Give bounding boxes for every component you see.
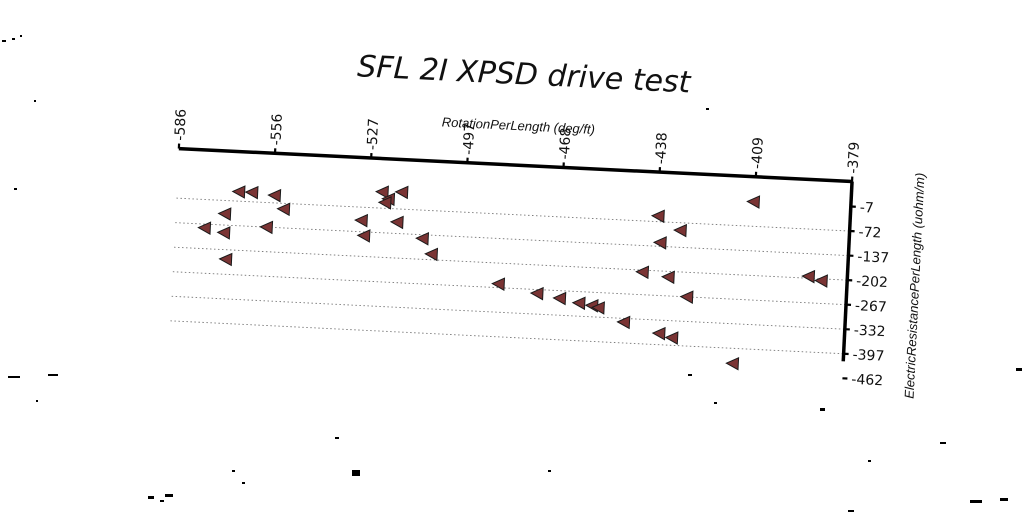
gridline [174, 246, 848, 281]
data-point [389, 215, 404, 230]
y-tick-label: -72 [858, 224, 882, 241]
gridline [176, 197, 850, 232]
data-point [377, 196, 392, 210]
data-point [660, 270, 675, 285]
x-tick-label: -379 [845, 141, 863, 174]
y-axis-label: ElectricResistancePerLength (uohm/m) [902, 172, 928, 399]
gridline [170, 320, 844, 355]
data-point [374, 185, 389, 200]
y-tick-label: -137 [857, 249, 890, 267]
data-point [415, 232, 430, 246]
y-tick-label: -202 [856, 274, 889, 292]
data-point [424, 247, 439, 262]
x-tick-label: -409 [749, 137, 767, 170]
data-point [746, 195, 761, 209]
x-tick-label: -438 [653, 132, 671, 165]
x-tick-label: -497 [461, 123, 479, 156]
data-point [529, 286, 544, 301]
data-point [267, 188, 282, 203]
chart-title: SFL 2I XPSD drive test [356, 49, 692, 100]
data-point [814, 274, 828, 288]
data-point [616, 315, 631, 330]
x-tick-label: -586 [172, 108, 190, 141]
data-point [259, 220, 274, 235]
data-point [218, 252, 233, 267]
data-point [217, 207, 232, 221]
y-tick-label: -332 [853, 323, 886, 341]
data-point [276, 202, 291, 217]
data-point [197, 221, 212, 235]
y-tick-label: -462 [851, 372, 884, 390]
y-tick-label: -397 [852, 347, 885, 365]
gridline [171, 295, 845, 330]
data-point [652, 236, 667, 250]
gridline [172, 271, 847, 306]
x-tick-label: -527 [365, 118, 383, 151]
x-axis-label: RotationPerLength (deg/ft) [441, 114, 595, 136]
x-axis-ticks: -586 -556 -527 -497 -468 -438 -409 -379 [172, 108, 863, 182]
data-point [725, 356, 740, 371]
y-tick-label: -7 [859, 200, 874, 217]
x-tick-label: -556 [268, 113, 286, 146]
data-point [571, 296, 586, 311]
data-point [231, 185, 246, 199]
x-tick-label: -468 [557, 127, 575, 160]
data-point [491, 277, 506, 291]
y-axis-ticks: -7 -72 -137 -202 -267 -332 -397 -462 [842, 200, 890, 390]
data-point [801, 269, 816, 284]
data-point [244, 185, 259, 200]
gridlines [170, 197, 850, 355]
gridline [175, 222, 849, 257]
data-point [591, 301, 605, 315]
data-point [552, 291, 567, 306]
data-point [679, 290, 694, 304]
data-point [664, 331, 679, 345]
x-axis [178, 146, 853, 184]
y-axis [841, 181, 854, 362]
y-tick-label: -267 [855, 298, 888, 316]
data-point [650, 209, 665, 224]
data-point [356, 229, 371, 243]
data-point [651, 326, 666, 341]
data-point [673, 223, 687, 238]
data-point [354, 213, 368, 228]
data-point [635, 265, 650, 280]
scan-noise [2, 35, 1022, 512]
data-points [197, 185, 828, 371]
data-point [394, 185, 409, 200]
data-point [216, 226, 231, 240]
